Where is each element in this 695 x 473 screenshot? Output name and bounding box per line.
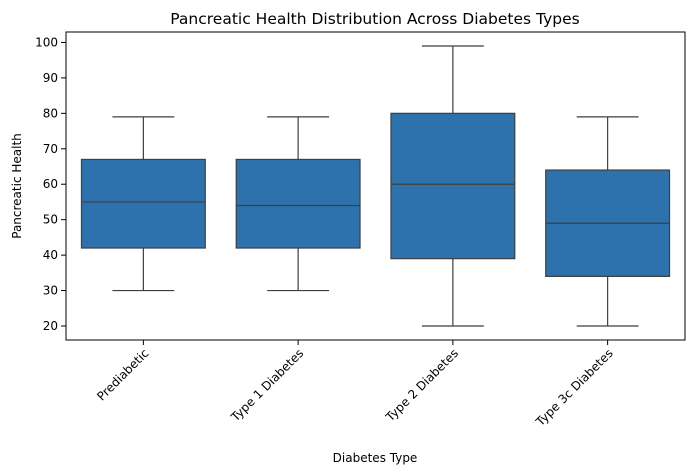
y-tick-label: 90: [43, 71, 58, 85]
y-tick-label: 20: [43, 319, 58, 333]
x-axis-label: Diabetes Type: [333, 451, 418, 465]
plot-area: 20 30 40 50 60 70 80 90 100 Prediabetic Type 1 Dia…: [35, 31, 686, 429]
y-axis-label: Pancreatic Health: [10, 133, 24, 239]
axes-frame: [65, 31, 686, 341]
box-iqr: [235, 158, 361, 249]
y-tick-label: 40: [43, 248, 58, 262]
y-tick-label: 60: [43, 177, 58, 191]
box-iqr: [390, 112, 516, 260]
x-tick-label: Type 2 Diabetes: [382, 346, 461, 425]
y-tick-label: 80: [43, 106, 58, 120]
y-tick-label: 70: [43, 142, 58, 156]
x-tick-label: Type 1 Diabetes: [228, 346, 307, 425]
y-tick-label: 100: [35, 35, 58, 49]
x-tick-label: Type 3c Diabetes: [533, 346, 616, 429]
chart-title: Pancreatic Health Distribution Across Di…: [170, 10, 579, 28]
y-tick-label: 50: [43, 213, 58, 227]
box-iqr: [80, 158, 206, 249]
y-tick-label: 30: [43, 284, 58, 298]
x-tick-label: Prediabetic: [94, 346, 151, 403]
